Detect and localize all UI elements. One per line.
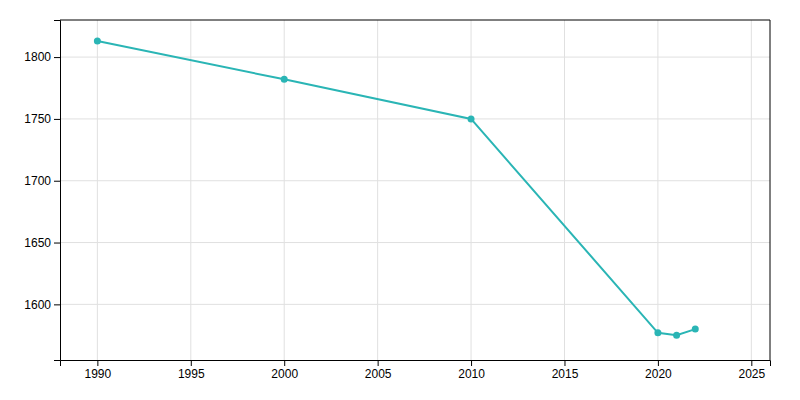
series xyxy=(94,38,699,339)
tick: 2005 xyxy=(365,360,392,381)
grid-line xyxy=(284,20,285,360)
chart: 1990 1995 2000 2005 2010 2015 2020 2025 1600 1650… xyxy=(0,0,800,400)
tick-mark xyxy=(751,360,752,366)
grid-line xyxy=(60,180,770,181)
frame xyxy=(770,20,771,360)
grid xyxy=(60,20,770,360)
grid-line xyxy=(60,242,770,243)
plot: 1990 1995 2000 2005 2010 2015 2020 2025 1600 1650… xyxy=(24,20,770,381)
tick-label: 2025 xyxy=(738,367,765,381)
tick-mark xyxy=(54,304,60,305)
tick-label: 2015 xyxy=(552,367,579,381)
grid-line xyxy=(60,118,770,119)
tick-mark xyxy=(378,360,379,366)
y-axis: 1600 1650 1700 1750 1800 xyxy=(24,21,60,361)
grid-line xyxy=(657,20,658,360)
tick-mark xyxy=(54,181,60,182)
marker xyxy=(654,329,661,336)
tick: 2015 xyxy=(552,360,579,381)
tick-mark xyxy=(97,360,98,366)
tick-mark xyxy=(471,360,472,366)
tick: 1800 xyxy=(24,50,60,64)
marker xyxy=(673,332,680,339)
tick: 1995 xyxy=(178,360,205,381)
tick-label: 1995 xyxy=(178,367,205,381)
grid-line xyxy=(751,20,752,360)
tick: 2025 xyxy=(738,360,765,381)
tick-label: 1750 xyxy=(24,112,51,126)
tick-label: 1990 xyxy=(85,367,112,381)
grid-line xyxy=(60,57,770,58)
tick: 1600 xyxy=(24,298,60,312)
line xyxy=(97,41,695,335)
tick-mark xyxy=(564,360,565,366)
grid-line xyxy=(97,20,98,360)
tick: 1650 xyxy=(24,236,60,250)
tick: 2020 xyxy=(645,360,672,381)
tick-mark xyxy=(658,360,659,366)
tick-label: 2010 xyxy=(458,367,485,381)
tick-label: 2005 xyxy=(365,367,392,381)
tick: 2010 xyxy=(458,360,485,381)
marker xyxy=(692,326,699,333)
tick-mark xyxy=(54,119,60,120)
grid-line xyxy=(60,304,770,305)
tick-mark xyxy=(284,360,285,366)
tick-label: 1800 xyxy=(24,50,51,64)
marker xyxy=(94,38,101,45)
tick: 1750 xyxy=(24,112,60,126)
tick: 2000 xyxy=(271,360,298,381)
marker xyxy=(281,76,288,83)
grid-line xyxy=(564,20,565,360)
tick-mark xyxy=(54,57,60,58)
tick-label: 1650 xyxy=(24,236,51,250)
tick-label: 2000 xyxy=(271,367,298,381)
tick-mark xyxy=(191,360,192,366)
grid-line xyxy=(190,20,191,360)
grid-line xyxy=(377,20,378,360)
tick-label: 2020 xyxy=(645,367,672,381)
marker xyxy=(468,115,475,122)
axis-line xyxy=(61,361,771,367)
tick-mark xyxy=(54,243,60,244)
tick-label: 1600 xyxy=(24,298,51,312)
tick-label: 1700 xyxy=(24,174,51,188)
tick: 1700 xyxy=(24,174,60,188)
grid-line xyxy=(471,20,472,360)
tick: 1990 xyxy=(85,360,112,381)
axis-line xyxy=(54,21,61,361)
x-axis: 1990 1995 2000 2005 2010 2015 2020 2025 xyxy=(61,360,771,381)
frame xyxy=(60,20,770,21)
